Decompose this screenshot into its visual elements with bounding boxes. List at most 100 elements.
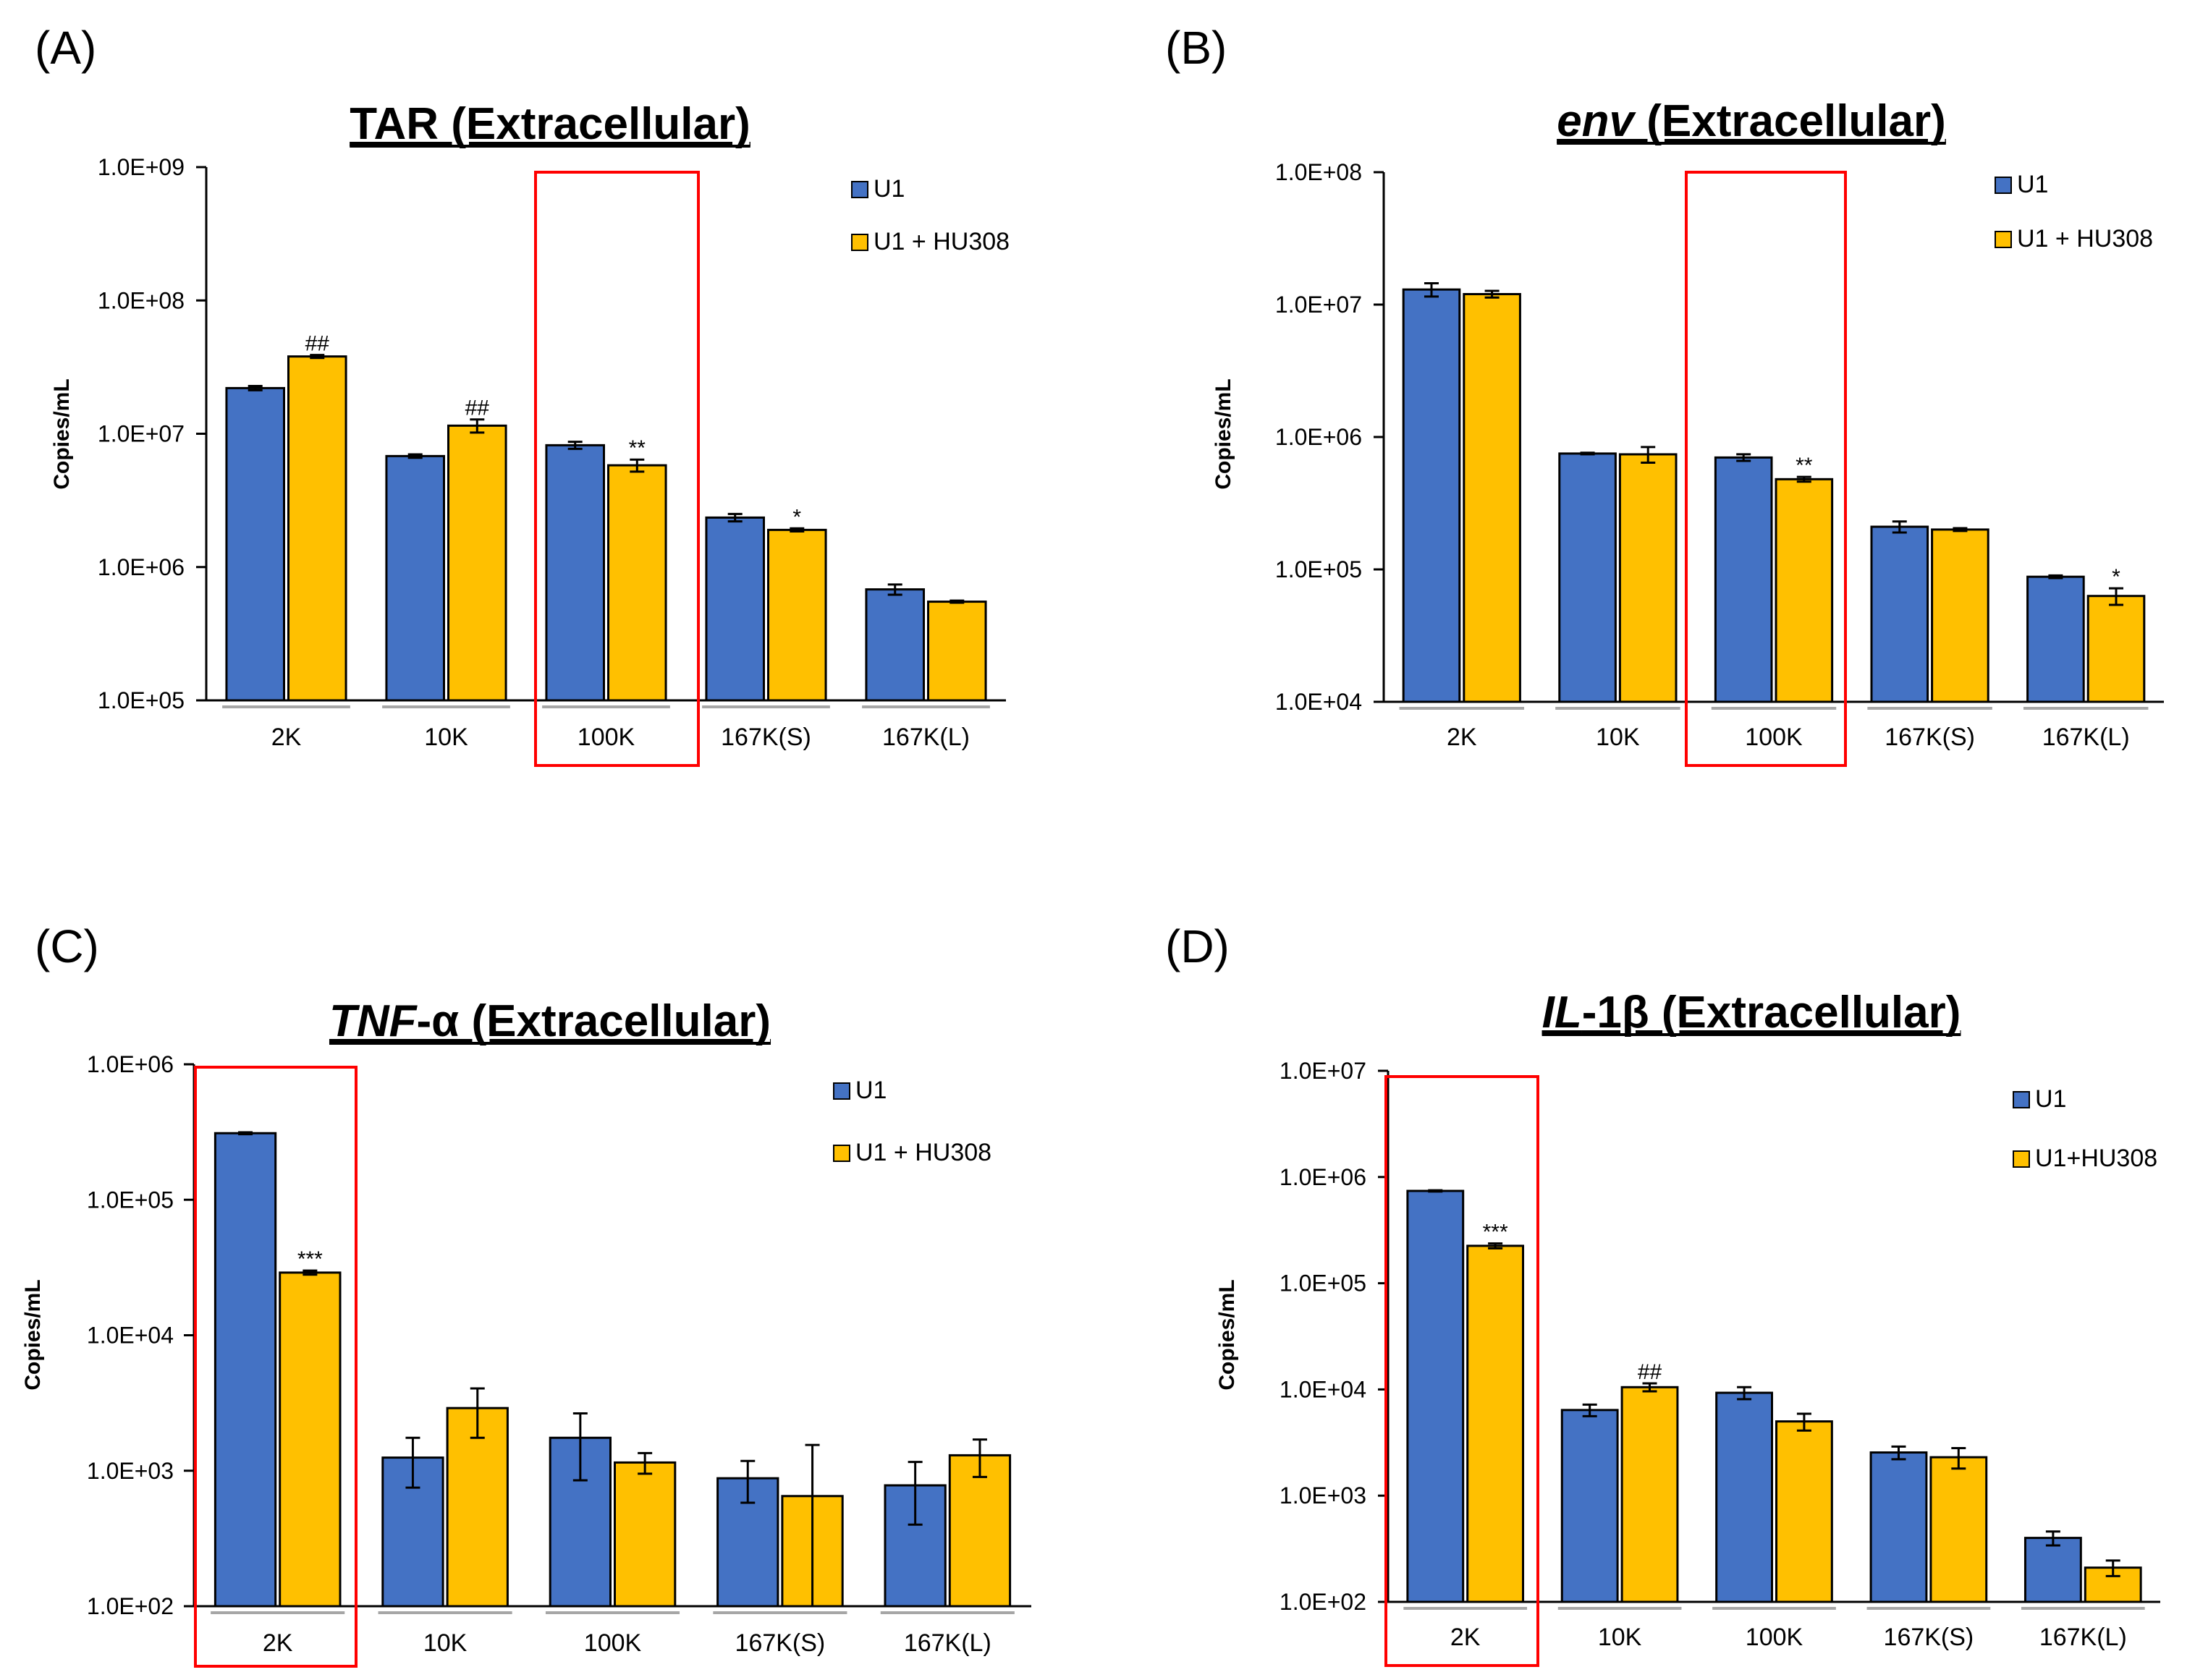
bar <box>2023 1537 2082 1603</box>
y-tick-label: 1.0E+04 <box>87 1323 174 1349</box>
bar <box>1402 288 1461 703</box>
bar <box>225 386 285 702</box>
x-tick-label: 2K <box>271 724 302 751</box>
significance-label: ## <box>465 396 490 420</box>
x-tick-label: 167K(L) <box>2039 1624 2127 1651</box>
legend-label: U1 + HU308 <box>874 228 1010 255</box>
y-tick-label: 1.0E+09 <box>98 154 185 180</box>
y-tick-label: 1.0E+07 <box>98 421 185 447</box>
bar <box>287 355 347 702</box>
legend-swatch <box>1995 231 2012 248</box>
x-tick-label: 167K(L) <box>2042 724 2130 751</box>
x-tick-label: 2K <box>263 1629 293 1657</box>
bar <box>545 444 605 702</box>
y-axis-label: Copies/mL <box>1211 378 1235 489</box>
bar <box>1714 456 1773 703</box>
panel-label: (B) <box>1165 22 1227 74</box>
x-tick-label: 167K(S) <box>1885 724 1975 751</box>
panel-d: (D) IL-1β (Extracellular) 1.0E+02 1.0E+03 1.… <box>1165 920 2160 1667</box>
legend-label: U1 + HU308 <box>855 1139 991 1166</box>
legend-swatch <box>2013 1150 2030 1168</box>
legend-swatch <box>851 234 868 251</box>
legend-swatch <box>851 181 868 198</box>
legend-swatch <box>1995 177 2012 194</box>
bar <box>1869 1451 1928 1603</box>
bar <box>1463 293 1521 703</box>
x-tick-label: 2K <box>1447 724 1477 751</box>
significance-label: *** <box>297 1247 323 1271</box>
bar <box>1620 1386 1679 1603</box>
significance-label: ** <box>629 436 646 460</box>
significance-label: *** <box>1483 1221 1508 1244</box>
legend-label: U1+HU308 <box>2035 1145 2157 1172</box>
panel-c: (C) TNF-α (Extracellular) 1.0E+02 1.0E+03 1.… <box>21 920 1031 1668</box>
y-tick-label: 1.0E+06 <box>87 1051 174 1077</box>
x-tick-label: 10K <box>1598 1624 1642 1651</box>
legend-label: U1 <box>2017 171 2048 198</box>
chart-title: TNF-α (Extracellular) <box>329 996 771 1046</box>
bar <box>767 528 827 702</box>
highlight-box <box>534 171 700 767</box>
y-tick-label: 1.0E+05 <box>87 1187 174 1213</box>
y-tick-label: 1.0E+03 <box>1280 1482 1366 1509</box>
bar <box>2086 595 2146 703</box>
x-tick-label: 167K(S) <box>735 1629 826 1657</box>
x-tick-label: 10K <box>1596 724 1640 751</box>
x-tick-label: 167K(S) <box>1884 1624 1974 1651</box>
y-axis-label: Copies/mL <box>50 378 74 489</box>
y-tick-label: 1.0E+05 <box>1280 1270 1366 1297</box>
bar <box>1560 1409 1619 1603</box>
chart-title: IL-1β (Extracellular) <box>1542 988 1961 1038</box>
x-tick-label: 100K <box>578 724 635 751</box>
significance-label: * <box>792 505 801 529</box>
y-axis-label: Copies/mL <box>1215 1279 1239 1390</box>
legend-label: U1 + HU308 <box>2017 225 2153 253</box>
chart-title: TAR (Extracellular) <box>350 99 750 149</box>
y-tick-label: 1.0E+08 <box>1275 159 1362 185</box>
x-tick-label: 10K <box>423 1629 468 1657</box>
bar <box>865 588 925 702</box>
x-tick-label: 167K(L) <box>904 1629 991 1657</box>
bar <box>446 1407 509 1608</box>
y-tick-label: 1.0E+06 <box>98 554 185 580</box>
x-tick-label: 10K <box>424 724 468 751</box>
y-tick-label: 1.0E+07 <box>1275 292 1362 318</box>
chart-title: env (Extracellular) <box>1557 96 1946 146</box>
highlight-box <box>1384 1075 1539 1667</box>
legend-label: U1 <box>2035 1085 2066 1113</box>
y-tick-label: 1.0E+02 <box>1280 1589 1366 1615</box>
y-tick-label: 1.0E+05 <box>98 687 185 713</box>
panel-label: (A) <box>35 22 96 74</box>
bar <box>1406 1189 1465 1603</box>
y-tick-label: 1.0E+03 <box>87 1458 174 1484</box>
bar <box>614 1461 677 1608</box>
bar <box>607 464 667 702</box>
x-tick-label: 100K <box>1745 724 1803 751</box>
panel-b: (B) env (Extracellular) 1.0E+04 1.0E+05 1.0E… <box>1165 22 2164 767</box>
panel-label: (C) <box>35 920 99 972</box>
x-tick-label: 2K <box>1450 1624 1481 1651</box>
significance-label: ** <box>1796 454 1813 478</box>
y-tick-label: 1.0E+02 <box>87 1593 174 1619</box>
bar <box>1715 1391 1774 1603</box>
y-tick-label: 1.0E+04 <box>1280 1376 1366 1402</box>
bar <box>1929 1456 1988 1603</box>
legend-swatch <box>2013 1091 2030 1108</box>
legend-label: U1 <box>855 1077 887 1104</box>
y-tick-label: 1.0E+08 <box>98 287 185 313</box>
bar <box>1931 528 1989 703</box>
y-tick-label: 1.0E+06 <box>1280 1164 1366 1190</box>
bar <box>213 1132 277 1608</box>
bar <box>1775 1420 1833 1603</box>
significance-label: * <box>2112 565 2120 589</box>
bar <box>2026 575 2085 703</box>
significance-label: ## <box>305 332 330 356</box>
bar <box>705 516 765 702</box>
bar <box>1775 478 1834 703</box>
y-tick-label: 1.0E+07 <box>1280 1058 1366 1084</box>
bar <box>1466 1244 1525 1603</box>
bar <box>385 454 445 702</box>
y-tick-label: 1.0E+05 <box>1275 556 1362 582</box>
x-tick-label: 100K <box>584 1629 642 1657</box>
